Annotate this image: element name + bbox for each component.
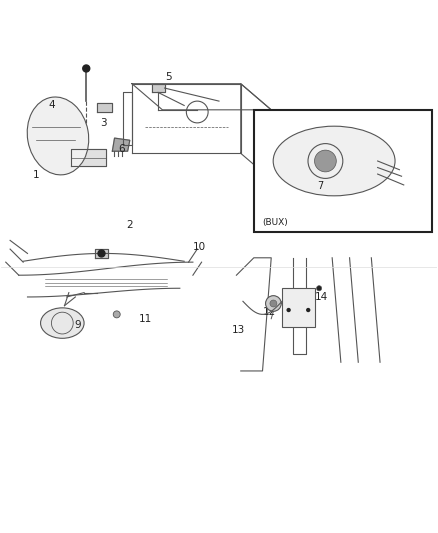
Text: 4: 4 (48, 100, 55, 110)
Circle shape (83, 65, 90, 72)
Bar (282, 288, 315, 327)
Circle shape (98, 250, 105, 257)
Bar (254, 110, 432, 232)
Text: 13: 13 (232, 325, 245, 335)
Text: 1: 1 (33, 170, 39, 180)
Polygon shape (71, 149, 106, 166)
Text: 11: 11 (138, 314, 152, 324)
Ellipse shape (41, 308, 84, 338)
Polygon shape (113, 138, 130, 151)
Circle shape (286, 308, 291, 312)
Text: 9: 9 (74, 320, 81, 330)
Polygon shape (97, 103, 113, 112)
Polygon shape (95, 249, 108, 258)
Circle shape (317, 286, 322, 291)
Ellipse shape (273, 126, 395, 196)
Text: 7: 7 (311, 212, 318, 221)
Text: 7: 7 (317, 181, 323, 191)
Text: 12: 12 (262, 307, 276, 317)
Text: 10: 10 (193, 242, 206, 252)
Circle shape (265, 296, 281, 311)
Ellipse shape (27, 97, 89, 175)
Text: 5: 5 (166, 72, 172, 82)
Text: 3: 3 (100, 118, 107, 128)
Text: (BUX): (BUX) (262, 218, 288, 227)
Circle shape (314, 150, 336, 172)
Text: 2: 2 (127, 220, 133, 230)
Circle shape (270, 300, 277, 307)
Polygon shape (152, 84, 165, 92)
Circle shape (306, 308, 311, 312)
Circle shape (113, 311, 120, 318)
Text: 14: 14 (314, 292, 328, 302)
Text: 6: 6 (118, 144, 124, 154)
